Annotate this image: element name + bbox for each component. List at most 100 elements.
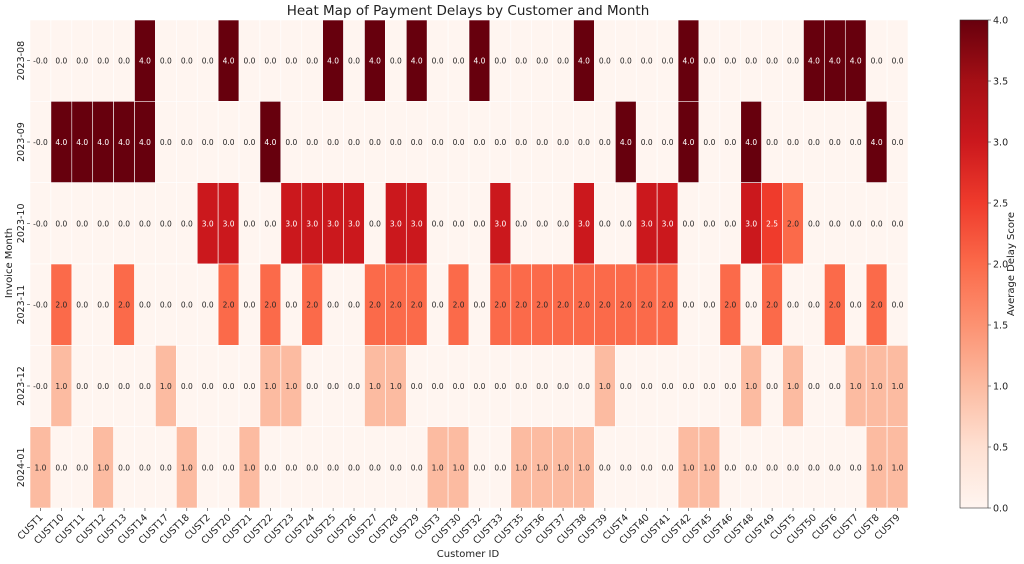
cell-value-label: 0.0	[703, 138, 715, 147]
cell-value-label: 4.0	[871, 138, 883, 147]
cell-value-label: 0.0	[683, 382, 695, 391]
colorbar-tick-label: 2.0	[993, 260, 1008, 271]
cell-value-label: 1.0	[871, 382, 883, 391]
cell-value-label: 0.0	[599, 463, 611, 472]
cell-value-label: 0.0	[160, 463, 172, 472]
cell-value-label: 3.0	[348, 219, 360, 228]
cell-value-label: 3.0	[306, 219, 318, 228]
cell-value-label: -0.0	[33, 382, 48, 391]
colorbar-tick-label: 3.5	[993, 77, 1008, 88]
cell-value-label: 0.0	[829, 219, 841, 228]
cell-value-label: 0.0	[662, 57, 674, 66]
cell-value-label: 3.0	[745, 219, 757, 228]
cell-value-label: 0.0	[118, 57, 130, 66]
cell-value-label: 4.0	[369, 57, 381, 66]
cell-value-label: 0.0	[244, 57, 256, 66]
cell-value-label: 0.0	[641, 138, 653, 147]
colorbar-tick-label: 0.5	[993, 443, 1008, 454]
cell-value-label: 0.0	[829, 382, 841, 391]
cell-value-label: 1.0	[369, 382, 381, 391]
cell-value-label: 0.0	[871, 219, 883, 228]
cell-value-label: 0.0	[264, 57, 276, 66]
cell-value-label: 0.0	[515, 138, 527, 147]
cell-value-label: 0.0	[808, 301, 820, 310]
cell-value-label: 1.0	[536, 463, 548, 472]
cell-value-label: 0.0	[850, 301, 862, 310]
cell-value-label: 0.0	[76, 301, 88, 310]
cell-value-label: 0.0	[348, 463, 360, 472]
cell-value-label: 0.0	[557, 138, 569, 147]
cell-value-label: 0.0	[494, 57, 506, 66]
cell-value-label: 4.0	[97, 138, 109, 147]
cell-value-label: -0.0	[33, 138, 48, 147]
cell-value-label: 0.0	[745, 463, 757, 472]
cell-value-label: 0.0	[557, 219, 569, 228]
cell-value-label: 0.0	[160, 219, 172, 228]
cell-value-label: 0.0	[683, 301, 695, 310]
cell-value-label: 0.0	[724, 382, 736, 391]
cell-value-label: 4.0	[473, 57, 485, 66]
cell-value-label: 0.0	[55, 463, 67, 472]
cell-value-label: 1.0	[557, 463, 569, 472]
y-tick-labels: 2023-08 2023-09 2023-10 2023-11 2023-12 2024-…	[16, 41, 30, 487]
cell-value-label: 0.0	[411, 463, 423, 472]
cell-value-label: 0.0	[264, 463, 276, 472]
cell-value-label: 1.0	[34, 463, 46, 472]
cell-value-label: 0.0	[223, 463, 235, 472]
cell-value-label: 0.0	[473, 382, 485, 391]
cell-value-label: 0.0	[306, 57, 318, 66]
cell-value-label: 0.0	[348, 138, 360, 147]
cell-value-label: 0.0	[557, 57, 569, 66]
cell-value-label: 1.0	[599, 382, 611, 391]
cell-value-label: 1.0	[515, 463, 527, 472]
cell-value-label: 0.0	[306, 382, 318, 391]
cell-value-label: 0.0	[139, 301, 151, 310]
cell-value-label: 3.0	[641, 219, 653, 228]
cell-value-label: 0.0	[473, 219, 485, 228]
cell-value-label: 0.0	[578, 138, 590, 147]
cell-value-label: 0.0	[139, 382, 151, 391]
cell-value-label: 4.0	[264, 138, 276, 147]
cell-value-label: 1.0	[432, 463, 444, 472]
cell-value-label: 0.0	[641, 463, 653, 472]
cell-value-label: 2.0	[871, 301, 883, 310]
cell-value-label: 0.0	[766, 138, 778, 147]
cell-value-label: 4.0	[850, 57, 862, 66]
colorbar	[959, 19, 989, 509]
cell-value-label: 0.0	[473, 301, 485, 310]
cell-value-label: 0.0	[390, 138, 402, 147]
y-tick-label: 2023-10	[16, 203, 27, 243]
cell-value-label: 0.0	[453, 138, 465, 147]
cell-value-label: 1.0	[578, 463, 590, 472]
cell-value-label: 4.0	[55, 138, 67, 147]
cell-value-label: 0.0	[724, 57, 736, 66]
cell-value-label: 3.0	[223, 219, 235, 228]
cell-value-label: 1.0	[390, 382, 402, 391]
cell-value-label: 2.0	[536, 301, 548, 310]
cell-value-label: 0.0	[453, 57, 465, 66]
cell-value-label: 0.0	[327, 138, 339, 147]
cell-value-label: 4.0	[745, 138, 757, 147]
cell-value-label: 2.0	[390, 301, 402, 310]
cell-value-label: 1.0	[871, 463, 883, 472]
cell-value-label: 4.0	[411, 57, 423, 66]
y-tick-label: 2023-12	[16, 366, 27, 406]
cell-value-label: 0.0	[285, 301, 297, 310]
cell-value-label: 0.0	[181, 57, 193, 66]
cell-value-label: 1.0	[97, 463, 109, 472]
cell-value-label: 2.0	[306, 301, 318, 310]
cell-value-label: 2.0	[620, 301, 632, 310]
cell-value-label: 0.0	[892, 301, 904, 310]
cell-value-label: 3.0	[662, 219, 674, 228]
cell-value-label: 0.0	[557, 382, 569, 391]
y-axis-label: Invoice Month	[4, 228, 15, 298]
cell-value-label: 0.0	[76, 219, 88, 228]
cell-value-label: 0.0	[850, 138, 862, 147]
cell-value-label: 2.0	[223, 301, 235, 310]
cell-value-label: 1.0	[892, 382, 904, 391]
cell-value-label: 0.0	[160, 301, 172, 310]
colorbar-tick-label: 4.0	[993, 16, 1008, 27]
cell-value-label: 1.0	[745, 382, 757, 391]
cell-value-label: 1.0	[703, 463, 715, 472]
cell-value-label: -0.0	[33, 57, 48, 66]
